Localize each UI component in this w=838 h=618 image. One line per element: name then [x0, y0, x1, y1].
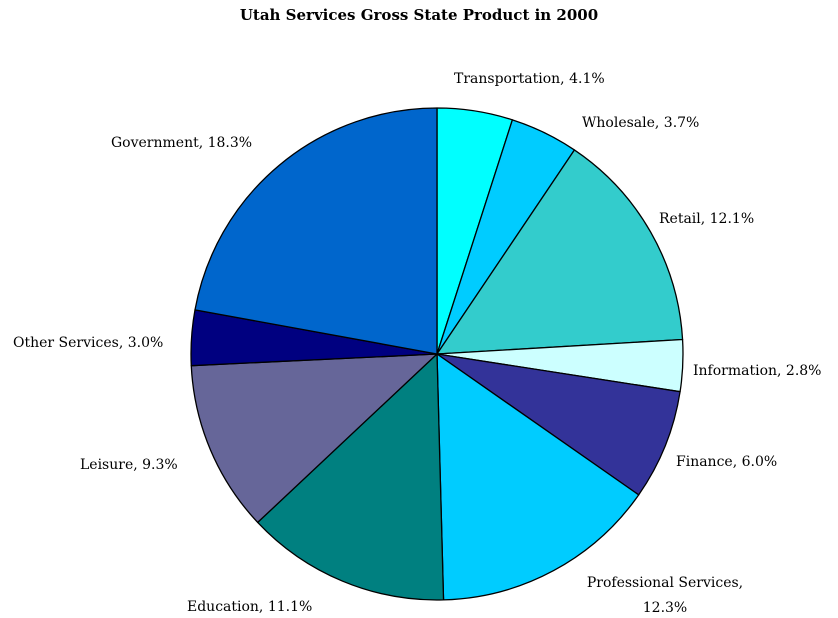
slice-label-professional-services: Professional Services, 12.3%: [587, 575, 743, 616]
slice-label-wholesale: Wholesale, 3.7%: [582, 115, 699, 131]
slice-label-retail: Retail, 12.1%: [659, 211, 754, 227]
slice-label-education: Education, 11.1%: [187, 599, 312, 615]
slice-label-government: Government, 18.3%: [111, 135, 252, 151]
pie-slice-finance: [436, 353, 681, 496]
pie-slice-professional-services: [436, 353, 640, 601]
pie-slice-retail: [436, 149, 684, 355]
slice-label-transportation: Transportation, 4.1%: [454, 71, 605, 87]
slice-label-other-services: Other Services, 3.0%: [13, 335, 163, 351]
pie-slice-education: [257, 353, 445, 601]
pie-labels: Transportation, 4.1% Wholesale, 3.7% Retai…: [13, 71, 822, 616]
slice-label-information: Information, 2.8%: [693, 363, 822, 379]
pie-slices: [190, 107, 684, 601]
pie-slice-government: [194, 107, 438, 355]
pie-slice-leisure: [190, 353, 438, 524]
slice-label-leisure: Leisure, 9.3%: [80, 457, 178, 473]
slice-label-finance: Finance, 6.0%: [676, 454, 777, 470]
chart-title: Utah Services Gross State Product in 200…: [239, 6, 599, 24]
